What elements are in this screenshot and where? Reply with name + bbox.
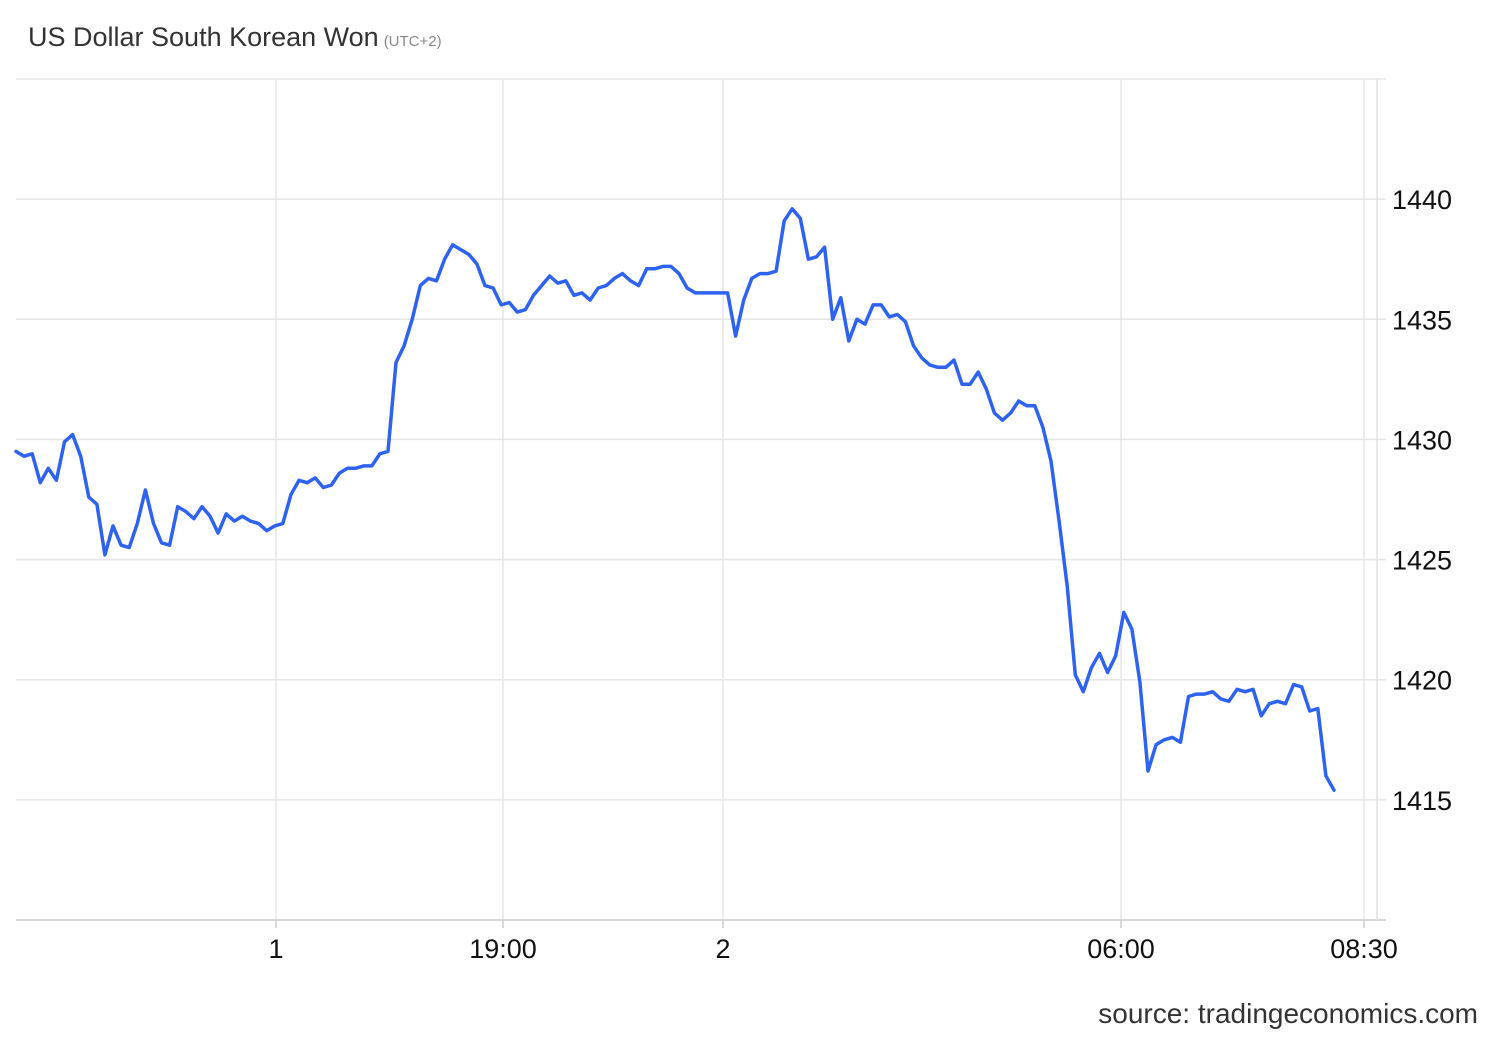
y-tick-label: 1425: [1392, 546, 1452, 576]
y-tick-label: 1440: [1392, 185, 1452, 215]
x-tick-label: 1: [268, 934, 283, 964]
x-tick-label: 06:00: [1087, 934, 1155, 964]
x-tick-labels: 1 19:00 2 06:00 08:30: [268, 934, 1397, 964]
y-tick-label: 1430: [1392, 425, 1452, 455]
grid-lines: [16, 78, 1386, 920]
y-tick-labels: 1415 1420 1425 1430 1435 1440: [1392, 185, 1452, 816]
timezone-label: (UTC+2): [383, 33, 442, 50]
chart-title-text: US Dollar South Korean Won: [28, 22, 379, 52]
source-attribution: source: tradingeconomics.com: [1098, 998, 1478, 1029]
y-tick-label: 1415: [1392, 786, 1452, 816]
y-tick-label: 1420: [1392, 666, 1452, 696]
series-line: [14, 207, 1336, 792]
x-tick-label: 2: [715, 934, 730, 964]
chart-title: US Dollar South Korean Won (UTC+2): [28, 22, 442, 53]
axes: [16, 79, 1386, 928]
x-tick-label: 08:30: [1330, 934, 1398, 964]
y-tick-label: 1435: [1392, 305, 1452, 335]
series-line-group: [14, 207, 1336, 792]
x-tick-label: 19:00: [469, 934, 537, 964]
